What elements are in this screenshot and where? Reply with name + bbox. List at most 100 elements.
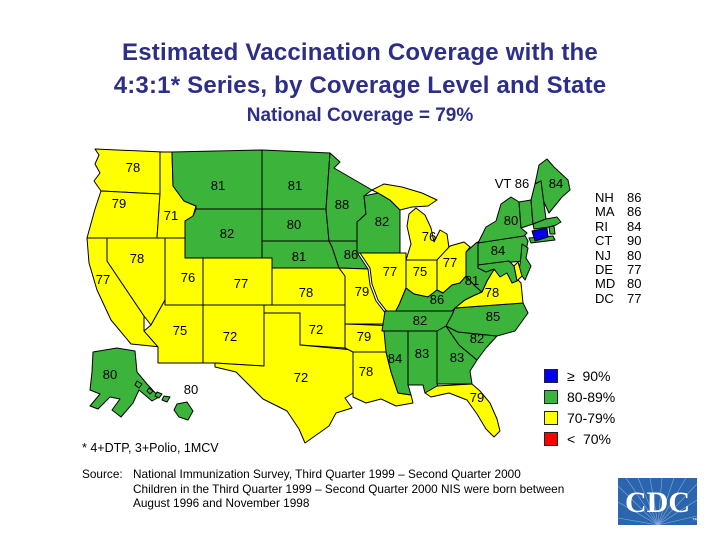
state-FL: [424, 383, 501, 438]
side-list-row-RI: RI 84: [595, 218, 641, 234]
legend-swatch: [544, 410, 558, 425]
slide-title: Estimated Vaccination Coverage with the …: [0, 36, 720, 129]
state-label-IL: 77: [383, 264, 397, 279]
state-NJ: [518, 243, 532, 281]
legend-swatch: [544, 389, 558, 404]
state-label-IA: 86: [344, 247, 358, 262]
state-label-ME: 84: [549, 176, 563, 191]
side-list-abbr: RI: [595, 218, 608, 234]
state-label-LA: 78: [359, 364, 373, 379]
state-label-MT: 81: [211, 178, 225, 193]
state-label-ND: 81: [288, 178, 302, 193]
side-list-value: 77: [627, 261, 642, 277]
state-label-MN: 88: [335, 197, 349, 212]
side-list-row-NJ: NJ 80: [595, 247, 642, 263]
legend-label: 70-79%: [567, 409, 616, 426]
state-NH: [530, 180, 547, 225]
source-line-3: August 1996 and November 1998: [133, 496, 310, 511]
state-label-TX: 72: [294, 370, 308, 385]
state-label-WI: 82: [375, 214, 389, 229]
side-list-value: 80: [627, 276, 642, 292]
state-label-WV: 81: [465, 273, 479, 288]
legend-row-1: 80-89%: [544, 386, 615, 407]
side-list-row-DC: DC 77: [595, 290, 642, 306]
state-label-SC: 82: [470, 331, 484, 346]
state-label-WY: 82: [220, 226, 234, 241]
state-label-OH: 77: [443, 255, 457, 270]
state-label-VA: 78: [485, 285, 499, 300]
cdc-logo-rays: [617, 477, 698, 526]
state-label-AK: 80: [103, 367, 117, 382]
side-list-value: 86: [627, 190, 642, 205]
subtitle-national-coverage: National Coverage = 79%: [246, 105, 474, 126]
state-label-PA: 84: [491, 243, 505, 258]
state-label-WA: 78: [126, 160, 140, 175]
state-label-MS: 84: [388, 351, 402, 366]
source-line-2: Children in the Third Quarter 1999 – Sec…: [133, 481, 565, 496]
side-list-row-MA: MA 86: [595, 204, 642, 220]
state-MA: [532, 216, 562, 230]
state-label-KY: 86: [430, 292, 444, 307]
state-NC: [445, 302, 529, 337]
state-label-NC: 85: [486, 309, 500, 324]
title-line-1: Estimated Vaccination Coverage with the: [122, 39, 598, 66]
legend-label: < 70%: [567, 430, 611, 447]
state-label-ID: 71: [164, 208, 178, 223]
side-list-value: 86: [627, 204, 642, 220]
state-label-TN: 82: [413, 313, 427, 328]
title-line-2: 4:3:1* Series, by Coverage Level and Sta…: [113, 72, 607, 99]
state-label-NV: 78: [130, 251, 144, 266]
state-label-CA: 77: [96, 272, 110, 287]
legend-row-0: ≥ 90%: [544, 365, 615, 386]
state-AK: [89, 347, 160, 418]
state-label-IN: 75: [413, 264, 427, 279]
state-label-CO: 77: [234, 276, 248, 291]
state-AL: [407, 330, 442, 394]
cdc-logo-trademark: ™: [692, 517, 697, 524]
state-RI: [548, 225, 556, 235]
source-label: Source:: [82, 467, 123, 481]
state-label-AZ: 75: [173, 323, 187, 338]
side-list-value: 90: [627, 233, 642, 249]
side-list-abbr: NH: [595, 190, 614, 205]
side-list-row-NH: NH 86: [595, 190, 642, 205]
side-list-row-MD: MD 80: [595, 276, 642, 292]
side-list-abbr: MD: [595, 276, 616, 292]
state-MI: [371, 183, 450, 261]
state-label-OK: 72: [309, 322, 323, 337]
state-label-AR: 79: [357, 329, 371, 344]
cdc-logo-text: CDC: [625, 486, 690, 519]
state-MD: [477, 260, 518, 284]
side-list-abbr: MA: [595, 204, 615, 220]
cdc-logo: CDC ™: [617, 477, 698, 530]
state-label-NM: 72: [223, 329, 237, 344]
legend-swatch: [544, 368, 558, 383]
legend-label: 80-89%: [567, 388, 616, 405]
legend-row-2: 70-79%: [544, 407, 615, 428]
state-label-MO: 79: [355, 284, 369, 299]
state-label-MI: 76: [422, 229, 436, 244]
side-list-abbr: NJ: [595, 247, 611, 263]
source-lines: National Immunization Survey, Third Quar…: [133, 467, 564, 511]
state-CT: [531, 227, 549, 242]
northeast-state-list: NH 86 MA 86 RI 84 CT 90 NJ 80 DE 77 MD 80 DC 77: [595, 190, 642, 306]
side-list-abbr: DC: [595, 290, 614, 306]
legend-swatch: [544, 431, 558, 446]
side-list-value: 80: [627, 247, 642, 263]
side-list-value: 77: [627, 290, 642, 306]
cdc-logo-background: [618, 478, 697, 525]
legend-label: ≥ 90%: [567, 367, 611, 384]
side-list-row-CT: CT 90: [595, 233, 642, 249]
cdc-logo-graphic: CDC ™: [617, 477, 698, 526]
state-label-FL: 79: [470, 390, 484, 405]
state-label-GA: 83: [450, 350, 464, 365]
coverage-legend: ≥ 90% 80-89% 70-79% < 70%: [544, 365, 615, 449]
side-list-abbr: DE: [595, 261, 614, 277]
series-footnote: * 4+DTP, 3+Polio, 1MCV: [82, 441, 219, 455]
state-label-NY: 80: [504, 213, 518, 228]
source-block: Source: National Immunization Survey, Th…: [82, 467, 564, 511]
state-label-HI: 80: [184, 382, 198, 397]
state-label-KS: 78: [299, 285, 313, 300]
state-label-VT: VT 86: [495, 176, 529, 191]
